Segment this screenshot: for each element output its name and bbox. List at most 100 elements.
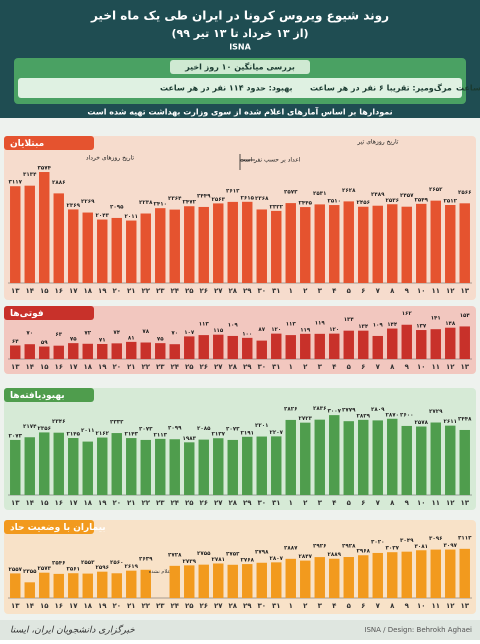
annotation: تاریخ روزهای خرداد <box>86 155 134 162</box>
summary-item: بهبود: حدود ۱۱۴ نفر در هر ساعت <box>160 84 292 93</box>
x-tick-label: ۹ <box>405 499 410 507</box>
bar <box>24 437 35 495</box>
x-tick-label: ۱۱ <box>431 363 440 371</box>
value-label: ۲۹۶۸ <box>357 549 371 555</box>
bar <box>314 557 325 598</box>
value-label: ۲۸۴۷ <box>299 554 313 560</box>
brand: ISNA <box>229 43 251 52</box>
value-label: ۲۰۹۹ <box>168 426 182 432</box>
value-label: ۲۴۸۹ <box>371 192 385 198</box>
value-label: ۵۹ <box>41 340 48 346</box>
x-tick-label: ۷ <box>376 363 381 371</box>
value-label: ۲۹۲۶ <box>313 544 326 550</box>
value-label: ۲۵۴۹ <box>415 197 429 203</box>
bar <box>401 425 412 495</box>
chart-panel <box>4 388 476 510</box>
x-tick-label: ۲ <box>303 287 308 295</box>
bar <box>329 205 340 283</box>
summary-heading-box <box>170 60 310 74</box>
x-tick-label: ۱ <box>289 602 293 610</box>
bar <box>10 345 21 359</box>
x-tick-label: ۱۳ <box>460 287 469 295</box>
bar <box>242 201 253 283</box>
bar <box>169 565 180 598</box>
summary-item: ابتلا: ۱۰۶ نفر در هر ساعت <box>456 84 480 93</box>
bar <box>126 570 137 598</box>
x-tick-label: ۲۸ <box>228 287 237 295</box>
x-tick-label: ۱ <box>289 363 293 371</box>
value-label: ۲۷۶۸ <box>241 558 255 564</box>
x-tick-label: ۲۵ <box>185 499 194 507</box>
bar <box>242 564 253 598</box>
bar <box>300 422 311 495</box>
bar <box>155 343 166 359</box>
x-tick-label: ۳ <box>318 363 323 371</box>
bar <box>459 548 470 598</box>
x-tick-label: ۱۷ <box>69 602 78 610</box>
value-label: ۲۱۴۳ <box>125 432 139 438</box>
x-tick-label: ۲ <box>303 602 308 610</box>
bar <box>314 204 325 283</box>
annotation: تاریخ روزهای تیر <box>357 139 399 146</box>
bar <box>372 420 383 495</box>
x-tick-label: ۲۰ <box>112 287 121 295</box>
value-label: ۲۴۴۸ <box>458 416 472 422</box>
bar <box>445 549 456 598</box>
x-tick-label: ۱۱ <box>431 287 440 295</box>
bar <box>97 219 108 283</box>
value-label: ۲۵۶۶ <box>458 190 471 196</box>
chart-title-tab <box>4 136 94 150</box>
bar <box>343 421 354 495</box>
value-label: ۲۵۳۶ <box>386 198 399 204</box>
value-label: ۱۳۷ <box>416 324 427 330</box>
value-label: ۲۱۱۳ <box>154 432 168 438</box>
x-tick-label: ۹ <box>405 602 410 610</box>
x-tick-label: ۴ <box>332 287 337 295</box>
value-label: ۲۸۳۶ <box>313 406 326 412</box>
value-label: ۲۱۴۵ <box>67 432 81 438</box>
x-tick-label: ۲۲ <box>141 287 150 295</box>
x-tick-label: ۳ <box>318 287 323 295</box>
bar <box>184 442 195 495</box>
bar <box>256 436 267 495</box>
value-label: ۲۳۳۲ <box>110 420 124 426</box>
value-label: ۷۰ <box>26 331 33 337</box>
bar <box>140 569 151 598</box>
x-tick-label: ۳۱ <box>272 287 281 295</box>
value-label: ۱۴۴ <box>387 322 398 328</box>
value-label: ۲۸۷۰ <box>386 412 399 418</box>
x-tick-label: ۳۰ <box>257 499 266 507</box>
x-tick-label: ۲۹ <box>243 602 252 610</box>
bar <box>300 207 311 283</box>
bar <box>184 565 195 598</box>
value-label: ۲۶۱۹ <box>125 564 139 570</box>
x-tick-label: ۲۸ <box>228 363 237 371</box>
bar <box>39 572 50 598</box>
chart-title: بیماران با وضعیت حاد <box>10 523 106 533</box>
value-label: ۲۰۷۳ <box>226 426 240 432</box>
x-tick-label: ۲۷ <box>214 363 223 371</box>
value-label: ۳۰۹۷ <box>444 543 458 549</box>
x-tick-label: ۱۳ <box>11 499 20 507</box>
x-tick-label: ۱۲ <box>446 602 455 610</box>
x-tick-label: ۷ <box>376 602 381 610</box>
x-tick-label: ۱۰ <box>417 602 426 610</box>
value-label: ۲۵۷۳ <box>38 566 52 572</box>
x-tick-label: ۲۱ <box>127 363 136 371</box>
x-tick-label: ۲۱ <box>127 499 136 507</box>
value-label: ۳۰۰۷ <box>328 409 342 415</box>
bar <box>285 558 296 598</box>
x-tick-label: ۲۰ <box>112 499 121 507</box>
x-tick-label: ۲۹ <box>243 499 252 507</box>
bar <box>343 557 354 598</box>
bar <box>169 209 180 283</box>
value-label: ۲۱۷۴ <box>23 424 37 430</box>
bar <box>82 343 93 359</box>
chart-title-tab <box>4 388 94 402</box>
bar <box>430 200 441 283</box>
x-tick-label: ۱۱ <box>431 602 440 610</box>
x-tick-label: ۱۳ <box>11 602 20 610</box>
x-tick-label: ۲۰ <box>112 363 121 371</box>
value-label: ۲۵۷۸ <box>415 420 429 426</box>
